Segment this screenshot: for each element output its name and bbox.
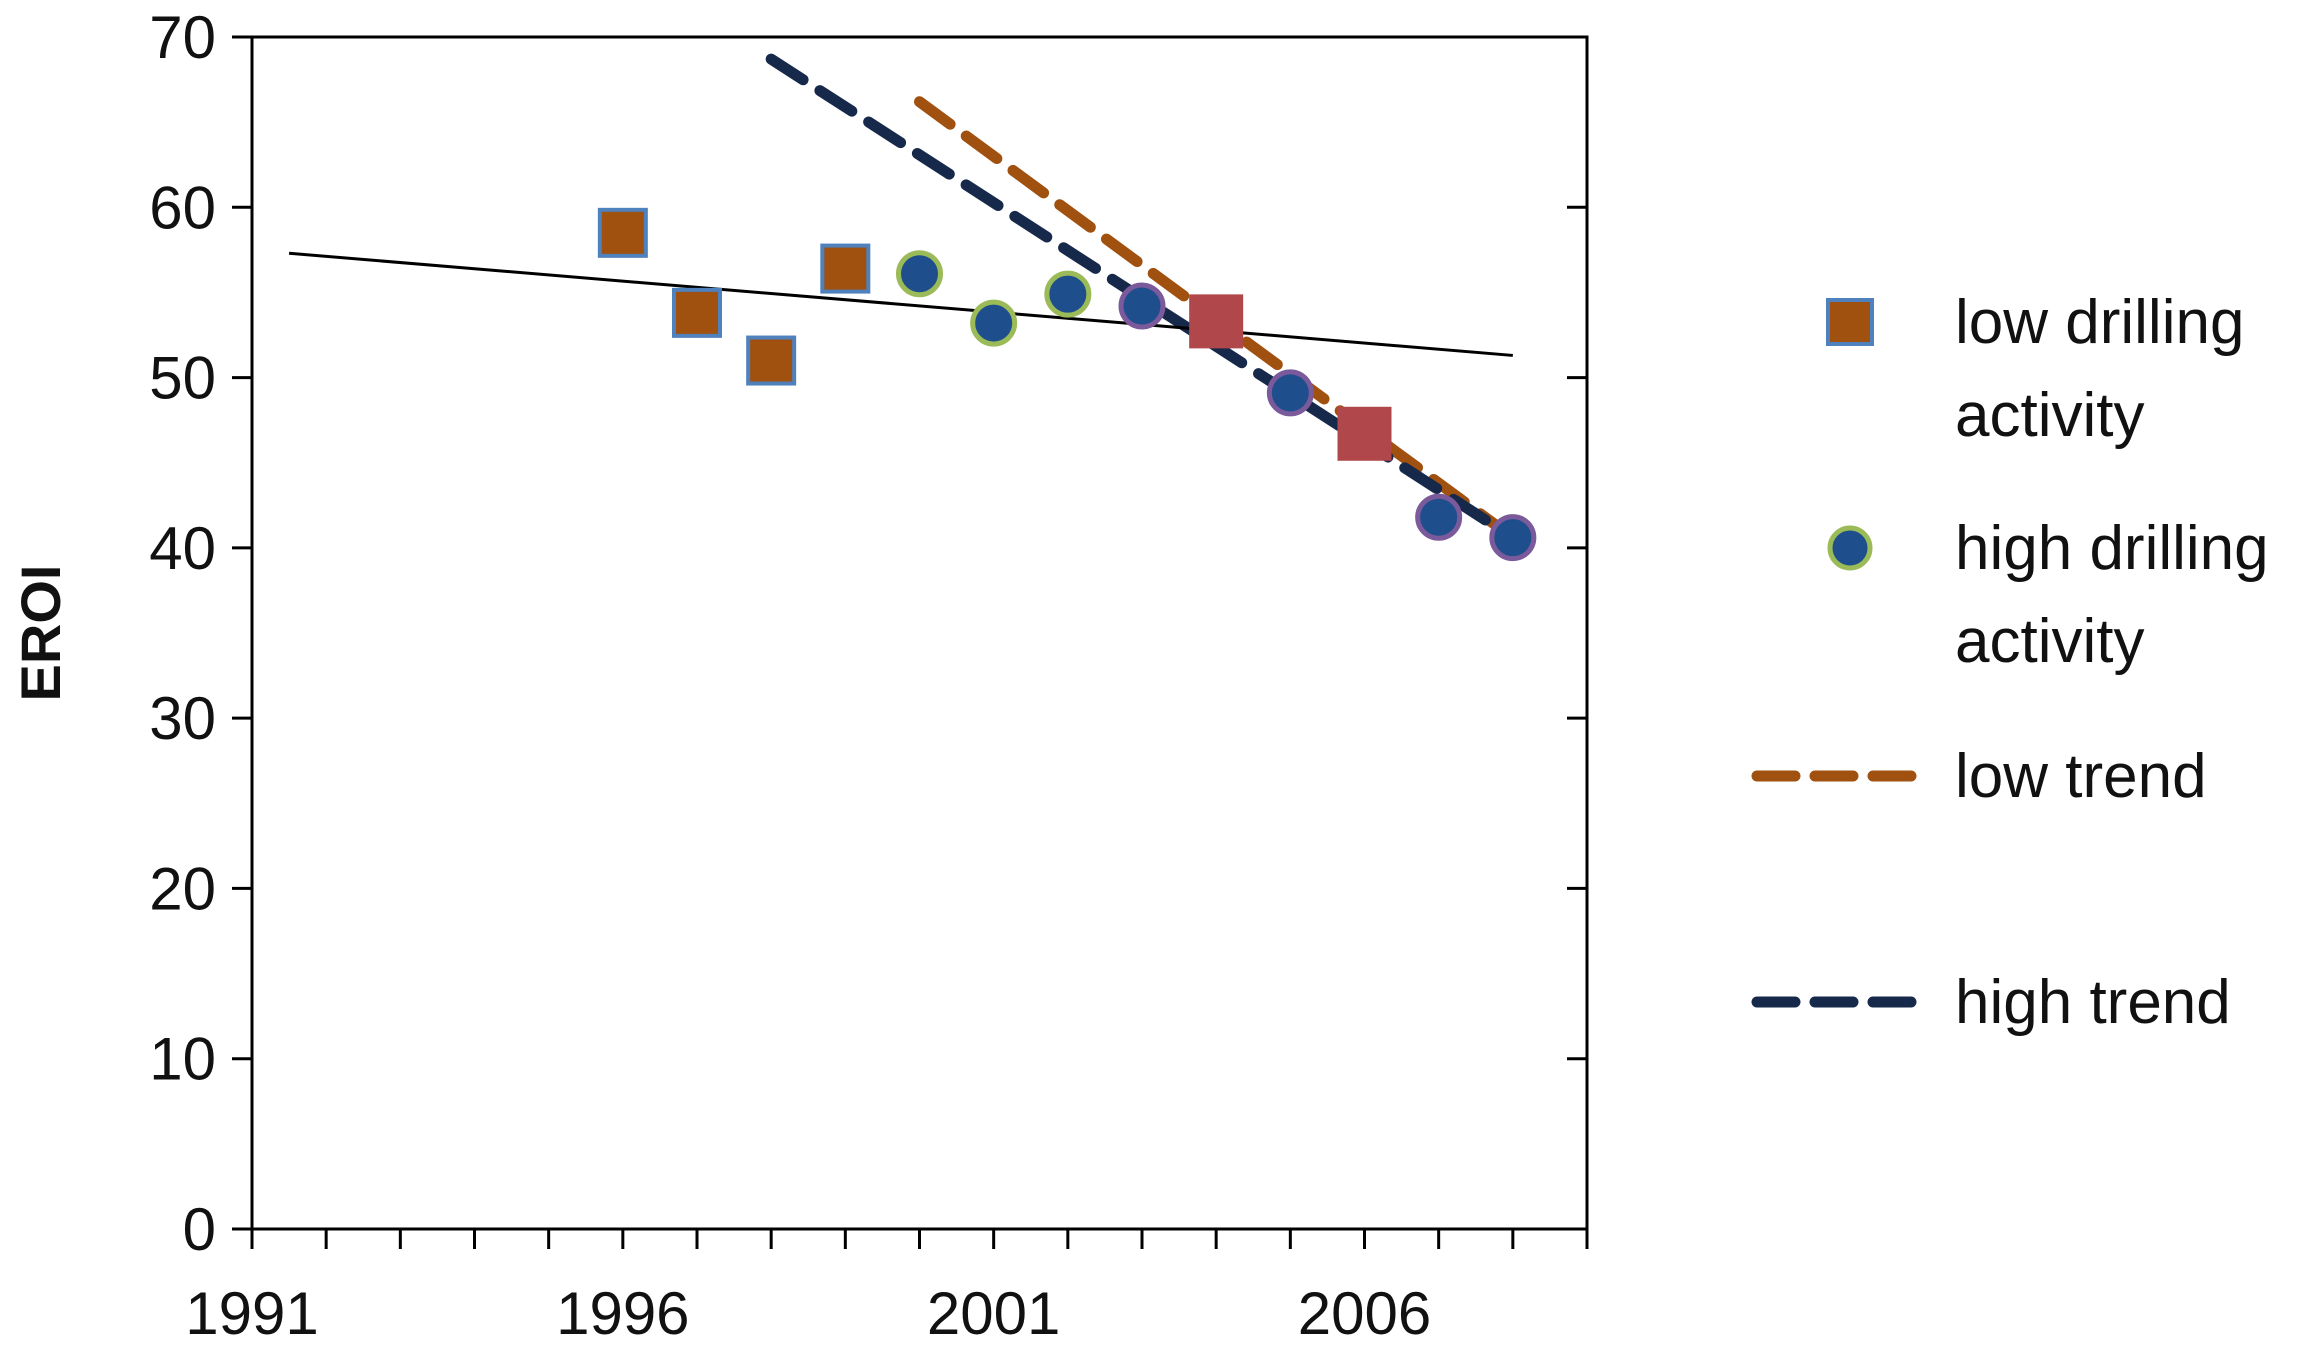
x-tick-label: 2006 [1298, 1280, 1431, 1347]
legend-low-drilling-label: low drilling [1955, 288, 2244, 357]
low-drilling-point [672, 287, 722, 338]
high-drilling-point [1415, 493, 1463, 541]
y-tick-label: 0 [183, 1196, 216, 1263]
legend-low-trend-label: low trend [1955, 742, 2207, 811]
high-drilling-point [1266, 369, 1314, 417]
plot-area [250, 35, 1589, 1231]
y-tick-label: 20 [149, 855, 216, 922]
trend-lines [288, 53, 1519, 544]
low-drilling-point [746, 335, 797, 386]
low-drilling-point [820, 243, 871, 294]
y-axis-title: EROI [9, 565, 72, 702]
low-drilling-point [1337, 406, 1392, 461]
high-drilling-point [1118, 282, 1166, 330]
x-tick-label: 1991 [185, 1280, 318, 1347]
y-tick-label: 60 [149, 174, 216, 241]
legend-low-drilling-marker [1826, 298, 1874, 346]
overall-trend-line [288, 251, 1513, 357]
y-tick-label: 40 [149, 515, 216, 582]
low-drilling-point [597, 207, 648, 258]
legend: low drilling activity high drilling activit… [1751, 288, 2269, 1037]
y-tick-label: 10 [149, 1026, 216, 1093]
y-tick-label: 50 [149, 345, 216, 412]
low-drilling-point [1189, 294, 1244, 349]
high-drilling-point [1044, 270, 1092, 318]
legend-high-drilling-marker [1827, 525, 1873, 571]
legend-high-trend-label: high trend [1955, 968, 2231, 1037]
legend-low-drilling-label-2: activity [1955, 381, 2144, 450]
y-tick-label: 70 [149, 4, 216, 71]
data-points [597, 207, 1537, 562]
x-axis-ticks: 1991 1996 2001 2006 [185, 1229, 1589, 1347]
legend-high-drilling-label-2: activity [1955, 607, 2144, 676]
high-drilling-point [970, 299, 1018, 347]
high-drilling-point [896, 250, 943, 298]
high-drilling-point [1489, 514, 1537, 562]
x-tick-label: 2001 [927, 1280, 1060, 1347]
legend-high-drilling-label: high drilling [1955, 514, 2269, 583]
y-axis-ticks: 0 10 20 30 40 50 60 70 [149, 4, 1587, 1263]
y-tick-label: 30 [149, 685, 216, 752]
x-tick-label: 1996 [556, 1280, 689, 1347]
